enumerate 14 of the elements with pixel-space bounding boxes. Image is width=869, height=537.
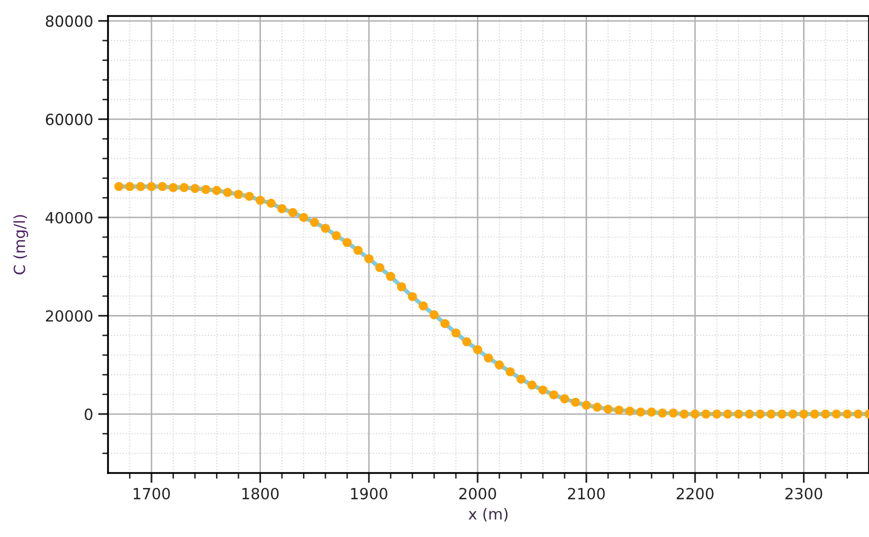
y-tick-label: 20000 [46,310,92,322]
x-tick-label: 1800 [242,488,279,500]
y-tick-label: 60000 [46,114,92,126]
x-tick-label: 2300 [785,488,822,500]
y-tick-label: 40000 [46,212,92,224]
x-tick-label: 2100 [568,488,605,500]
x-tick-label: 2200 [676,488,714,500]
x-axis-title: x (m) [468,508,508,522]
x-tick-label: 2000 [459,488,496,500]
y-tick-label: 0 [84,408,92,420]
x-tick-label: 1700 [134,488,170,500]
y-axis-title: C (mg/l) [13,215,28,274]
x-tick-label: 1900 [351,488,388,500]
y-tick-label: 80000 [46,15,92,27]
